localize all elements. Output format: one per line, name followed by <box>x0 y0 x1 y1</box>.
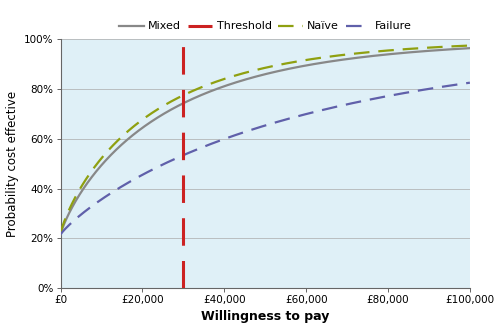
Failure <box>459 82 465 86</box>
Failure <box>214 139 220 143</box>
Line: Naïve: Naïve <box>60 45 470 233</box>
Naïve <box>214 79 220 83</box>
X-axis label: Willingness to pay: Willingness to pay <box>201 311 330 323</box>
Mixed <box>459 47 465 51</box>
Line: Failure: Failure <box>60 83 470 235</box>
Naïve <box>467 43 473 47</box>
Mixed <box>128 134 134 138</box>
Naïve <box>459 44 465 48</box>
Failure <box>58 233 64 237</box>
Naïve <box>58 231 64 235</box>
Line: Mixed: Mixed <box>60 48 470 235</box>
Y-axis label: Probability cost effective: Probability cost effective <box>6 91 18 237</box>
Naïve <box>128 126 134 130</box>
Mixed <box>467 46 473 50</box>
Mixed <box>214 87 220 90</box>
Failure <box>414 89 420 93</box>
Legend: Mixed, Threshold, Naïve, Failure: Mixed, Threshold, Naïve, Failure <box>119 21 412 32</box>
Failure <box>128 179 134 183</box>
Failure <box>467 81 473 85</box>
Failure <box>104 193 110 197</box>
Mixed <box>414 50 420 54</box>
Naïve <box>104 150 110 154</box>
Failure <box>232 133 238 137</box>
Mixed <box>104 157 110 161</box>
Naïve <box>414 46 420 50</box>
Mixed <box>58 233 64 237</box>
Mixed <box>232 81 238 85</box>
Naïve <box>232 74 238 78</box>
